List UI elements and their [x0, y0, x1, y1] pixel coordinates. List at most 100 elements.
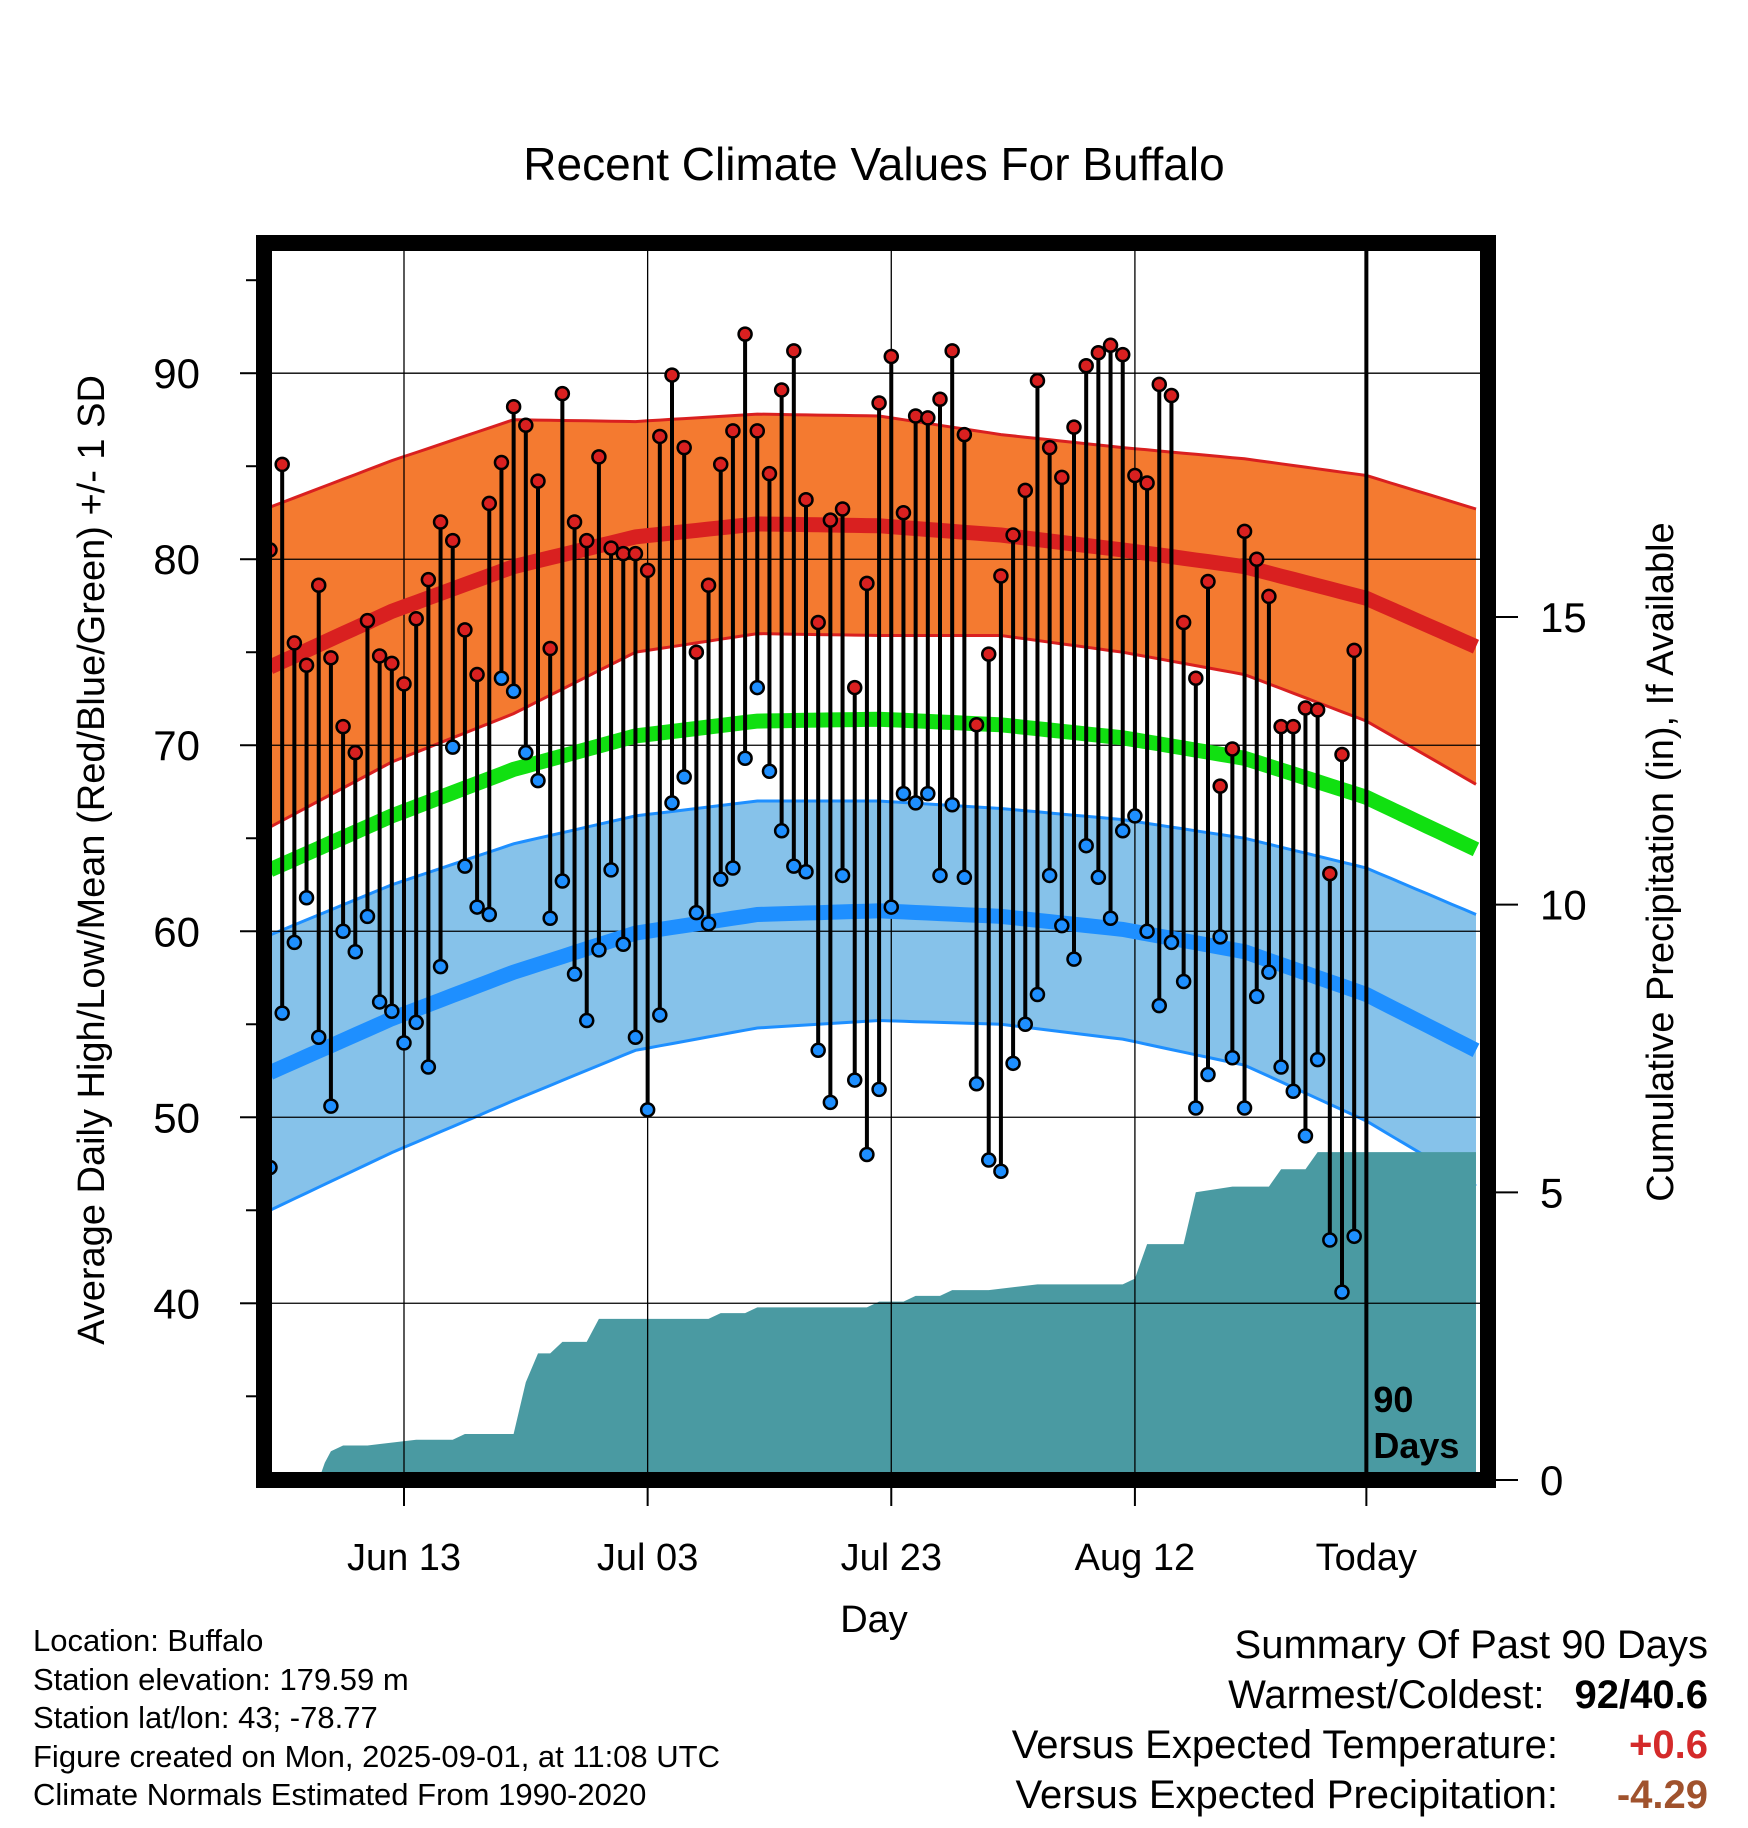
chart-title: Recent Climate Values For Buffalo: [523, 138, 1224, 190]
daily-high-point: [859, 575, 875, 592]
daily-high-point: [627, 545, 644, 562]
daily-low-point: [932, 867, 948, 884]
daily-high-point: [944, 343, 960, 359]
daily-low-point: [871, 1081, 887, 1098]
daily-low-point: [761, 763, 778, 780]
daily-high-point: [396, 676, 412, 692]
daily-high-point: [420, 571, 437, 588]
daily-low-point: [1114, 823, 1131, 839]
daily-high-point: [286, 635, 303, 651]
daily-high-point: [530, 473, 546, 489]
daily-high-point: [335, 718, 351, 735]
daily-low-point: [1285, 1083, 1302, 1099]
daily-low-point: [846, 1072, 863, 1088]
x-tick-label: Today: [1316, 1537, 1417, 1579]
daily-high-point: [773, 382, 790, 398]
precip-departure-label: Versus Expected Precipitation:: [1015, 1773, 1558, 1817]
daily-high-point: [505, 398, 522, 415]
daily-low-point: [1017, 1016, 1034, 1033]
y-tick-label: 70: [153, 722, 200, 769]
daily-low-points: [262, 670, 1362, 1300]
daily-low-point: [347, 943, 364, 960]
daily-high-point: [493, 454, 510, 471]
daily-low-point: [1041, 867, 1058, 884]
daily-high-point: [1151, 376, 1168, 393]
daily-high-point: [810, 614, 826, 631]
daily-low-point: [883, 899, 900, 915]
daily-low-point: [834, 867, 851, 884]
daily-high-point: [993, 568, 1009, 584]
daily-low-point: [1188, 1100, 1204, 1116]
normals-text: Climate Normals Estimated From 1990-2020: [33, 1777, 647, 1812]
daily-high-point: [1285, 718, 1302, 735]
daily-low-point: [725, 860, 741, 876]
daily-high-point: [1212, 778, 1228, 794]
daily-high-point: [639, 562, 656, 579]
daily-high-point: [408, 611, 424, 627]
daily-high-point: [1005, 527, 1021, 543]
daily-low-point: [1066, 951, 1082, 967]
daily-high-point: [1309, 702, 1326, 718]
daily-high-point: [384, 655, 400, 672]
daily-high-point: [968, 717, 985, 733]
daily-low-point: [1078, 837, 1094, 854]
daily-high-point: [798, 491, 814, 508]
daily-high-point: [1188, 670, 1204, 687]
x-tick-label: Aug 12: [1075, 1537, 1195, 1579]
daily-low-point: [603, 862, 619, 878]
y2-tick-label: 10: [1540, 882, 1587, 929]
daily-low-point: [749, 679, 766, 696]
daily-low-point: [773, 823, 790, 839]
daily-high-point: [895, 504, 912, 521]
precip-departure-value: -4.29: [1616, 1773, 1708, 1817]
daily-high-point: [274, 456, 290, 473]
daily-low-point: [457, 858, 473, 874]
high-sd-lower-line: [269, 632, 1477, 829]
daily-high-point: [481, 495, 498, 512]
daily-high-point: [518, 417, 534, 434]
daily-high-point: [371, 648, 388, 664]
x-tick-label: Jul 03: [597, 1537, 698, 1579]
daily-low-point: [591, 942, 607, 958]
daily-low-point: [1200, 1066, 1216, 1083]
y-tick-label: 50: [153, 1094, 200, 1141]
daily-low-point: [1261, 964, 1277, 980]
temp-departure-value: +0.6: [1629, 1723, 1708, 1767]
daily-low-point: [310, 1029, 327, 1046]
daily-low-point: [420, 1059, 437, 1075]
temp-departure-label: Versus Expected Temperature:: [1011, 1723, 1558, 1767]
summary-panel: Summary Of Past 90 Days Warmest/Coldest:…: [1012, 1620, 1708, 1820]
daily-high-point: [1090, 344, 1107, 361]
daily-high-point: [883, 348, 900, 365]
summary-title: Summary Of Past 90 Days: [1234, 1623, 1708, 1667]
daily-high-point: [725, 423, 741, 439]
daily-low-point: [1212, 929, 1228, 945]
y2-tick-label: 15: [1540, 594, 1587, 641]
warm-cold-label: Warmest/Coldest:: [1228, 1673, 1545, 1717]
daily-low-point: [518, 744, 534, 761]
y-tick-label: 90: [153, 350, 200, 397]
daily-high-point: [323, 650, 339, 666]
daily-low-point: [1346, 1228, 1362, 1245]
daily-low-point: [1322, 1232, 1338, 1248]
x-axis-label: Day: [840, 1599, 908, 1641]
daily-low-point: [822, 1094, 839, 1111]
daily-low-point: [639, 1102, 656, 1118]
daily-low-point: [944, 797, 960, 813]
daily-high-point: [737, 326, 753, 342]
daily-high-point: [1236, 523, 1253, 540]
daily-low-point: [1102, 910, 1119, 926]
summary-temp: Versus Expected Temperature: +0.6: [1012, 1720, 1708, 1770]
daily-low-point: [566, 966, 583, 982]
cumulative-precip-area: [270, 1152, 1476, 1480]
daily-low-point: [323, 1098, 339, 1114]
daily-high-point: [1017, 482, 1034, 499]
x-tick-label: Jul 23: [841, 1537, 942, 1579]
normal-low-line: [266, 903, 1480, 1080]
daily-high-point: [1078, 358, 1094, 374]
daily-high-point: [566, 514, 583, 530]
daily-low-point: [688, 904, 705, 921]
daily-high-point: [1163, 387, 1180, 404]
daily-low-point: [993, 1163, 1009, 1179]
daily-high-point: [907, 408, 924, 424]
